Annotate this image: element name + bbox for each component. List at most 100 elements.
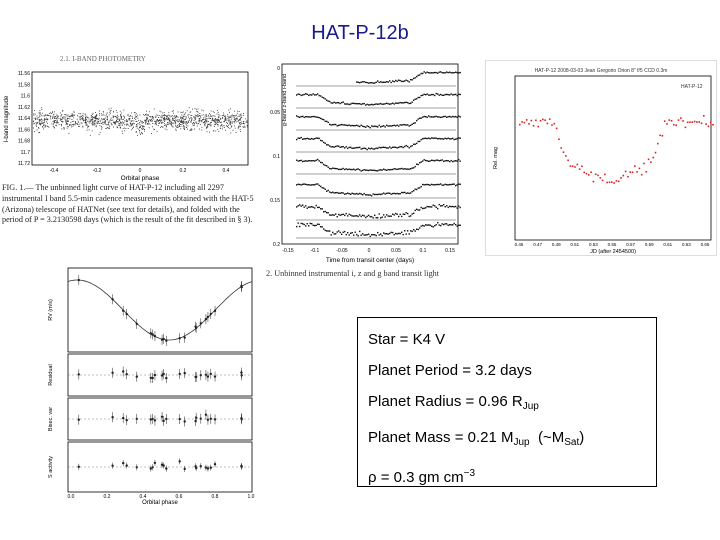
fig2-point (363, 102, 365, 105)
fig1-point (115, 123, 116, 125)
fig2-point (407, 230, 409, 232)
fig1-point (184, 125, 186, 127)
fig1-point (129, 125, 131, 127)
fig1-point (74, 124, 76, 126)
fig2-point (326, 230, 328, 232)
fig2-point (455, 71, 457, 73)
fig2-point (314, 115, 316, 118)
fig2-point (432, 204, 434, 206)
fig1-point (225, 116, 226, 118)
fig2-point (390, 147, 392, 149)
fig2-point (405, 79, 407, 81)
fig1-point (80, 116, 82, 118)
fig1-point (112, 122, 114, 124)
fig1-point (224, 118, 226, 119)
fig2-point (335, 145, 337, 148)
fig1-point (113, 111, 114, 112)
fig2-point (365, 147, 367, 150)
fig1-point (182, 122, 184, 124)
fig2-point (453, 72, 455, 74)
fig1-point (55, 120, 56, 121)
fig1-point (202, 110, 204, 112)
fig2-point (332, 191, 334, 193)
fig1-point (119, 119, 120, 121)
fig2-point (446, 138, 448, 140)
fig1-point (55, 124, 57, 126)
fig1-point (176, 115, 177, 117)
fig2-point (339, 192, 341, 194)
fig1-point (65, 121, 67, 123)
fig2-point (456, 184, 458, 186)
fig2-point (315, 183, 317, 185)
fig3-point (588, 174, 590, 176)
fig2-point (306, 137, 308, 140)
fig1-point (117, 116, 119, 117)
fig1-point (81, 118, 83, 120)
fig2-point (449, 138, 451, 140)
fig1-point (116, 119, 118, 120)
fig2-point (444, 206, 446, 208)
fig1-point (184, 116, 186, 118)
fig1-point (86, 117, 88, 119)
fig1-point (168, 114, 170, 116)
fig2-point (414, 143, 416, 145)
fig2-point (374, 169, 376, 172)
fig2-point (458, 183, 460, 185)
fig1-point (168, 123, 170, 124)
fig2-point (317, 223, 319, 225)
fig1-point (176, 126, 178, 128)
fig1-point (114, 115, 116, 117)
fig1-point (243, 122, 244, 124)
fig1-point (145, 121, 147, 123)
fig1-point (217, 111, 219, 113)
fig1-point (182, 125, 184, 127)
fig2-point (326, 190, 328, 192)
fig2-point (440, 183, 442, 185)
fig1-point (118, 118, 120, 120)
fig1-point (39, 132, 41, 133)
fig1-point (66, 123, 67, 125)
fig1-point (171, 110, 173, 112)
fig1-point (38, 132, 40, 134)
fig2-point (428, 184, 430, 186)
fig2-point (398, 79, 400, 81)
fig2-point (320, 139, 322, 142)
fig1-point (121, 112, 123, 114)
fig1-point (218, 119, 220, 121)
fig1-point (66, 123, 68, 124)
fig2-point (345, 212, 347, 215)
fig2-point (453, 116, 455, 118)
fig1-point (40, 119, 41, 121)
fig2-point (306, 184, 308, 186)
fig2-ytick: 0.15 (270, 198, 280, 204)
fig1-point (172, 125, 174, 127)
fig2-point (378, 124, 380, 127)
fig2-point (299, 225, 301, 228)
fig1-point (188, 107, 190, 109)
fig1-point (243, 113, 244, 114)
fig1-point (73, 111, 75, 113)
fig1-point (130, 120, 132, 122)
fig2-point (318, 117, 320, 119)
fig1-point (92, 121, 94, 123)
fig2-point (452, 72, 454, 74)
fig4-xtick: 0.6 (176, 494, 183, 500)
fig1-point (168, 120, 170, 122)
fig1-point (185, 123, 187, 125)
fig1-point (187, 122, 188, 124)
fig2-point (378, 213, 380, 215)
fig1-point (224, 116, 226, 118)
fig2-point (425, 207, 427, 209)
fig1-point (164, 115, 166, 116)
fig2-point (446, 160, 448, 162)
fig3-point (659, 134, 661, 137)
fig2-point (410, 192, 412, 194)
fig2-point (335, 123, 337, 126)
fig1-point (160, 120, 162, 121)
fig2-point (347, 124, 349, 127)
fig4-point (125, 312, 128, 316)
fig1-point (230, 122, 231, 123)
fig2-point (318, 184, 320, 187)
fig3-point (565, 155, 567, 157)
fig2-point (366, 215, 368, 218)
